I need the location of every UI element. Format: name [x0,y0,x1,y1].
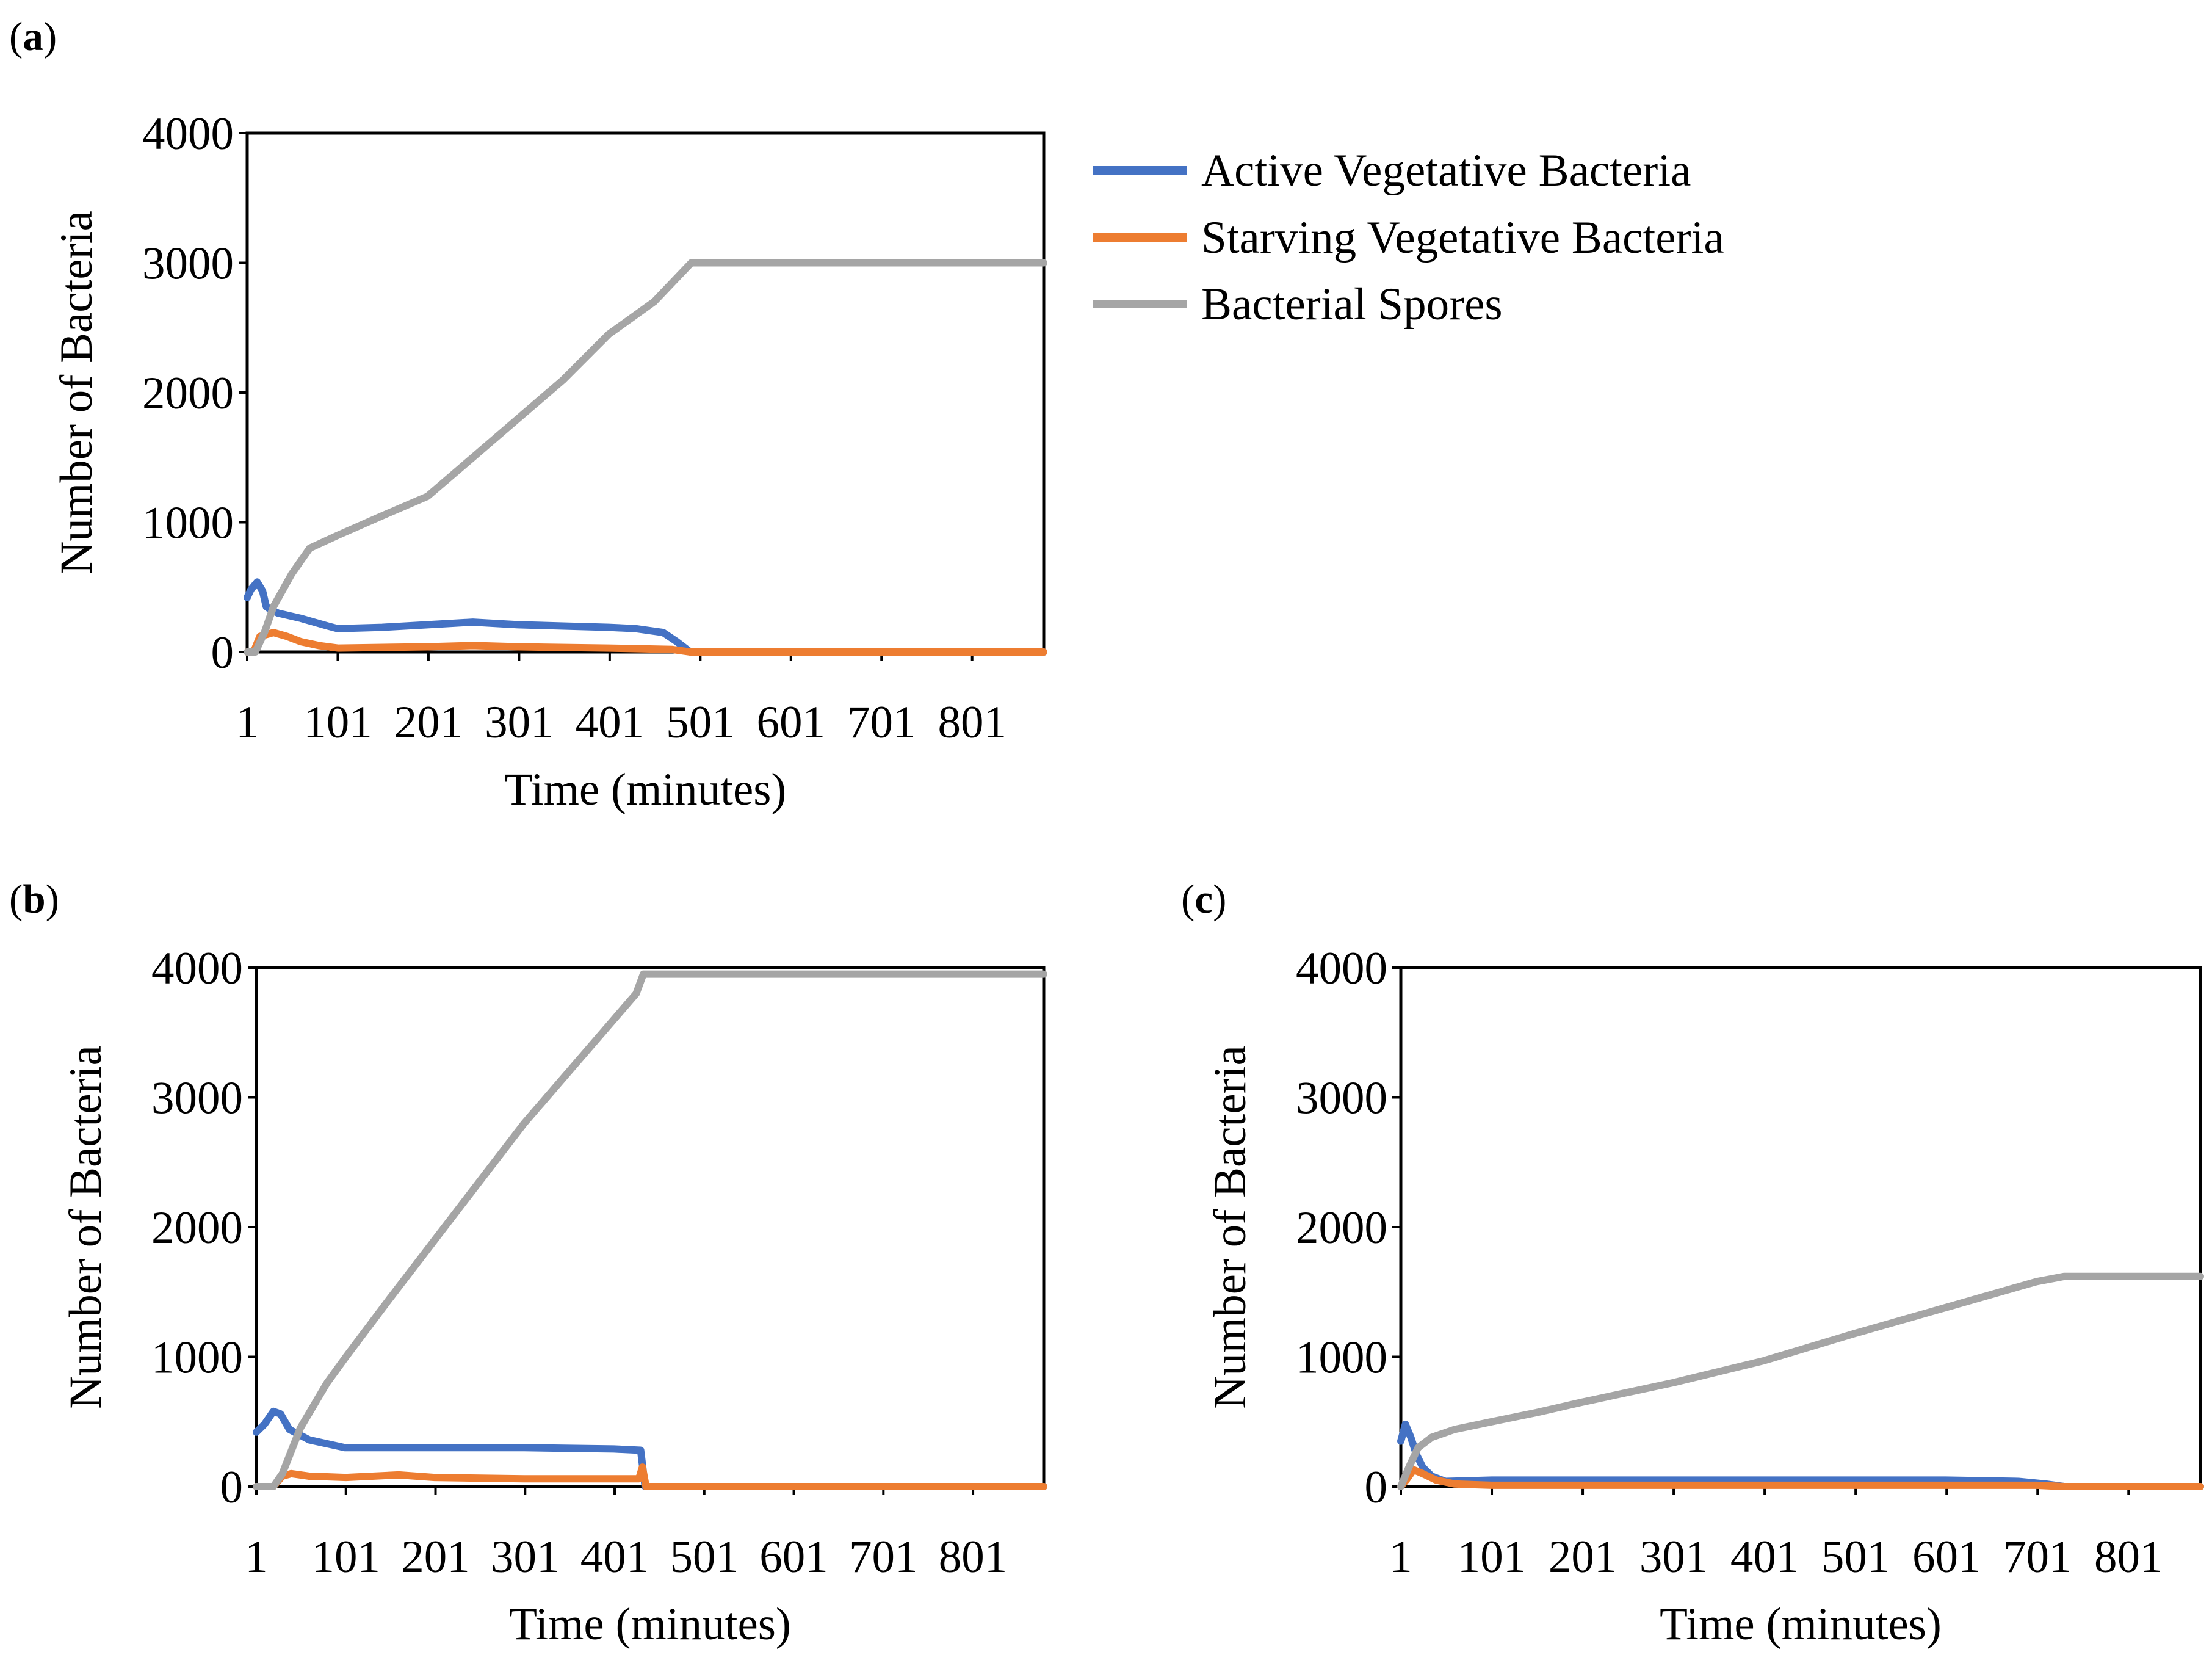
x-tick-label: 101 [312,1532,381,1582]
y-tick-label: 1000 [1296,1333,1387,1383]
x-tick-label: 501 [1821,1532,1890,1582]
y-axis-title: Number of Bacteria [1205,1045,1256,1409]
y-tick-label: 0 [1365,1462,1388,1513]
series-line-starving [1397,1466,2204,1490]
y-tick-label: 1000 [151,1333,243,1383]
series-line-spores [244,259,1047,656]
y-tick-label: 2000 [142,368,234,419]
x-tick-label: 501 [670,1532,739,1582]
x-tick-label: 801 [939,1532,1008,1582]
x-tick-label: 601 [759,1532,828,1582]
plot-frame [255,966,1046,1488]
x-tick-label: 301 [485,697,554,748]
panel-b-letter: (b) [9,877,59,922]
y-tick-label: 2000 [151,1203,243,1253]
x-tick-label: 101 [303,697,372,748]
x-tick-label: 101 [1458,1532,1527,1582]
series-line-starving [253,1463,1047,1490]
series-line-spores [1397,1272,2204,1490]
series-line-active [253,1407,1047,1490]
y-tick-label: 3000 [151,1073,243,1124]
x-tick-label: 701 [849,1532,918,1582]
y-axis-title: Number of Bacteria [60,1045,111,1409]
x-tick-label: 801 [2094,1532,2163,1582]
x-tick-label: 401 [1730,1532,1799,1582]
plot-frame [245,131,1046,654]
x-axis-title: Time (minutes) [509,1599,791,1650]
legend-label-active: Active Vegetative Bacteria [1201,145,1691,196]
y-axis-title: Number of Bacteria [51,211,102,574]
x-tick-label: 701 [2003,1532,2072,1582]
y-tick-label: 0 [220,1462,244,1513]
x-axis-title: Time (minutes) [505,764,787,815]
x-tick-label: 701 [847,697,916,748]
x-tick-label: 1 [245,1532,268,1582]
legend-label-spores: Bacterial Spores [1201,279,1503,330]
y-tick-label: 4000 [1296,943,1387,994]
x-tick-label: 501 [666,697,735,748]
series-line-active [1397,1421,2204,1490]
y-tick-label: 0 [211,628,234,678]
x-tick-label: 1 [236,697,259,748]
x-tick-label: 601 [1912,1532,1981,1582]
legend: Active Vegetative Bacteria Starving Vege… [1093,145,1724,330]
y-tick-label: 1000 [142,498,234,549]
x-tick-label: 401 [580,1532,649,1582]
x-tick-label: 801 [938,697,1007,748]
plot-frame [1399,966,2202,1488]
series-line-spores [253,970,1047,1490]
x-tick-label: 301 [491,1532,560,1582]
legend-label-starving: Starving Vegetative Bacteria [1201,212,1724,263]
chart-a: 0 1000 2000 3000 4000 1 101 201 301 401 501 601 701 8… [51,109,1047,815]
x-tick-label: 401 [576,697,645,748]
x-tick-label: 301 [1639,1532,1708,1582]
x-tick-label: 201 [394,697,463,748]
x-axis-title: Time (minutes) [1660,1599,1942,1650]
x-tick-label: 201 [1549,1532,1617,1582]
panel-a-letter: (a) [9,14,57,59]
x-tick-label: 1 [1389,1532,1412,1582]
x-tick-label: 601 [757,697,826,748]
y-tick-label: 3000 [1296,1073,1387,1124]
y-tick-label: 4000 [142,109,234,159]
series-line-active [244,578,1047,656]
chart-c: 0 1000 2000 3000 4000 1 101 201 301 401 501 601 701 8… [1205,943,2204,1650]
panel-c-letter: (c) [1181,877,1226,922]
y-tick-label: 3000 [142,239,234,289]
chart-b: 0 1000 2000 3000 4000 1 101 201 301 401 501 601 701 8… [60,943,1047,1650]
x-tick-label: 201 [401,1532,470,1582]
y-tick-label: 4000 [151,943,243,994]
series-line-starving [244,629,1047,656]
y-tick-label: 2000 [1296,1203,1387,1253]
